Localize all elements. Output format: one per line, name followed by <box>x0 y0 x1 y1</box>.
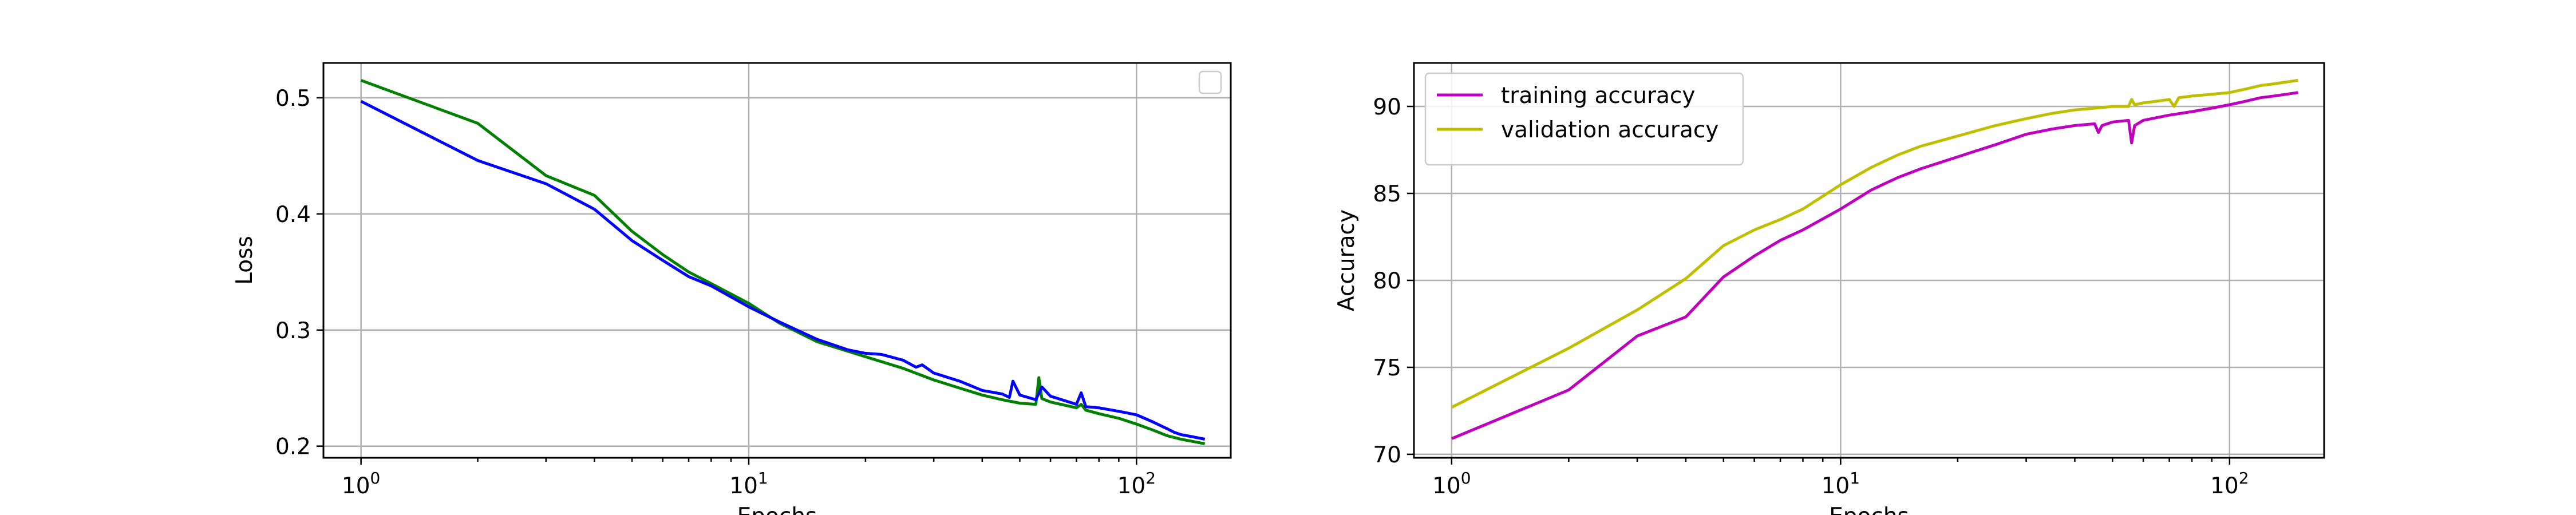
y-tick-label: 70 <box>1373 442 1401 468</box>
x-axis-label: Epochs <box>737 504 817 515</box>
x-tick-label-base: 10 <box>1432 473 1461 499</box>
x-tick-label: 102 <box>2210 469 2249 499</box>
accuracy-chart: 1001011027075808590EpochsAccuracytrainin… <box>1334 62 2325 515</box>
legend-label: validation accuracy <box>1501 117 1718 143</box>
x-tick-label-base: 10 <box>729 473 758 499</box>
x-tick-label-exponent: 1 <box>758 469 768 488</box>
y-tick-label: 80 <box>1373 268 1401 294</box>
series-line-0 <box>360 79 1206 446</box>
y-tick-label: 90 <box>1373 94 1401 120</box>
y-tick-label: 75 <box>1373 355 1401 381</box>
x-tick-label-base: 10 <box>2210 473 2239 499</box>
plot-frame <box>322 62 1232 459</box>
x-tick-label-exponent: 1 <box>1850 469 1860 488</box>
y-axis-label: Accuracy <box>1334 209 1360 311</box>
legend-box <box>1198 70 1222 94</box>
y-tick-label: 0.3 <box>275 318 311 344</box>
y-tick-label: 85 <box>1373 181 1401 207</box>
y-tick-label: 0.2 <box>275 434 311 460</box>
y-tick-label: 0.4 <box>275 202 311 228</box>
y-axis-label: Loss <box>232 236 258 285</box>
x-tick-label-base: 10 <box>1117 473 1146 499</box>
x-tick-label: 101 <box>1822 469 1860 499</box>
x-tick-label-base: 10 <box>342 473 370 499</box>
x-tick-label: 100 <box>1432 469 1471 499</box>
x-tick-label: 102 <box>1117 469 1156 499</box>
x-tick-label-exponent: 2 <box>1145 469 1156 488</box>
y-tick-label: 0.5 <box>275 86 311 112</box>
x-tick-label-base: 10 <box>1822 473 1850 499</box>
x-tick-label: 101 <box>729 469 768 499</box>
series-line-1 <box>360 100 1206 441</box>
series-line-0 <box>1451 91 2298 440</box>
x-tick-label-exponent: 0 <box>370 469 381 488</box>
x-axis-label: Epochs <box>1829 504 1909 515</box>
x-tick-label: 100 <box>342 469 380 499</box>
series-line-1 <box>1451 78 2298 409</box>
legend-label: training accuracy <box>1501 83 1695 109</box>
x-tick-label-exponent: 2 <box>2239 469 2249 488</box>
plot-frame <box>1413 62 2325 459</box>
x-tick-label-exponent: 0 <box>1461 469 1471 488</box>
legend-box <box>1424 72 1744 166</box>
